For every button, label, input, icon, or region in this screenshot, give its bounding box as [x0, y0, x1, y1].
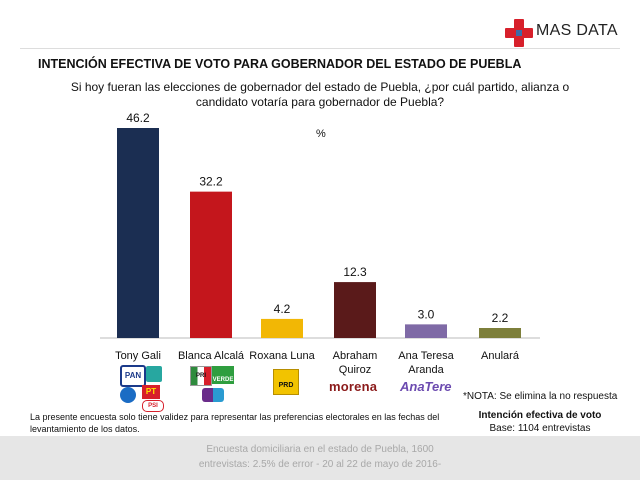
category-label-5: Ana Teresa Aranda: [398, 350, 454, 376]
pri-logo: PRI: [190, 366, 212, 386]
chart-title: INTENCIÓN EFECTIVA DE VOTO PARA GOBERNAD…: [38, 57, 522, 71]
metric-base: Base: 1104 entrevistas: [489, 423, 591, 434]
bar-value-label-5: 3.0: [418, 307, 435, 321]
footer-text: Encuesta domiciliaria en el estado de Pu…: [120, 442, 520, 472]
bar-1: [117, 128, 159, 338]
footer-band: [0, 436, 640, 480]
brand-name: MAS DATA: [536, 22, 618, 39]
bar-value-label-2: 32.2: [199, 175, 223, 189]
morena-logo: morena: [329, 379, 378, 394]
bar-2: [190, 191, 232, 338]
category-label-2: Blanca Alcalá: [177, 350, 245, 362]
bar-3: [261, 318, 303, 338]
anatere-logo: AnaTere: [400, 379, 452, 394]
pt-logo: PT: [142, 385, 160, 399]
abraham-quiroz-party-logos: morena: [329, 379, 389, 397]
compromiso-por-puebla-logo: [120, 387, 136, 403]
bar-value-label-1: 46.2: [126, 111, 150, 125]
bar-value-label-6: 2.2: [492, 311, 509, 325]
disclaimer-text: La presente encuesta solo tiene validez …: [30, 412, 440, 434]
ana-teresa-aranda-party-logos: AnaTere: [400, 379, 470, 397]
blanca-alcala-party-logos: PRI VERDE: [190, 366, 238, 412]
category-label-1: Tony Gali: [115, 350, 161, 362]
roxana-luna-party-logos: PRD: [273, 369, 299, 395]
logo-cross-center: [516, 30, 522, 36]
bar-4: [334, 282, 376, 338]
mas-data-logo: [505, 19, 533, 47]
footer-line-1: Encuesta domiciliaria en el estado de Pu…: [206, 444, 434, 455]
category-label-4: Abraham Quiroz: [332, 350, 378, 376]
pan-logo: PAN: [120, 365, 146, 387]
unit-label: %: [316, 128, 326, 140]
footer-line-2: entrevistas: 2.5% de error - 20 al 22 de…: [198, 459, 442, 470]
category-label-3: Roxana Luna: [249, 350, 315, 362]
bar-5: [405, 324, 447, 338]
tony-gali-party-logos: PAN PT PSI: [118, 365, 166, 412]
bar-6: [479, 328, 521, 338]
bar-value-label-3: 4.2: [274, 302, 291, 316]
no-response-note: *NOTA: Se elimina la no respuesta: [463, 391, 618, 402]
encuentro-social-logo: [202, 388, 224, 402]
header-divider: [20, 48, 620, 49]
verde-logo: VERDE: [212, 366, 234, 384]
psi-logo: PSI: [142, 400, 164, 412]
category-label-6: Anulará: [481, 350, 519, 362]
nueva-alianza-logo: [146, 366, 162, 382]
chart-question: Si hoy fueran las elecciones de gobernad…: [70, 80, 570, 109]
prd-logo: PRD: [273, 369, 299, 395]
metric-title: Intención efectiva de voto: [478, 410, 602, 421]
bar-value-label-4: 12.3: [343, 265, 367, 279]
